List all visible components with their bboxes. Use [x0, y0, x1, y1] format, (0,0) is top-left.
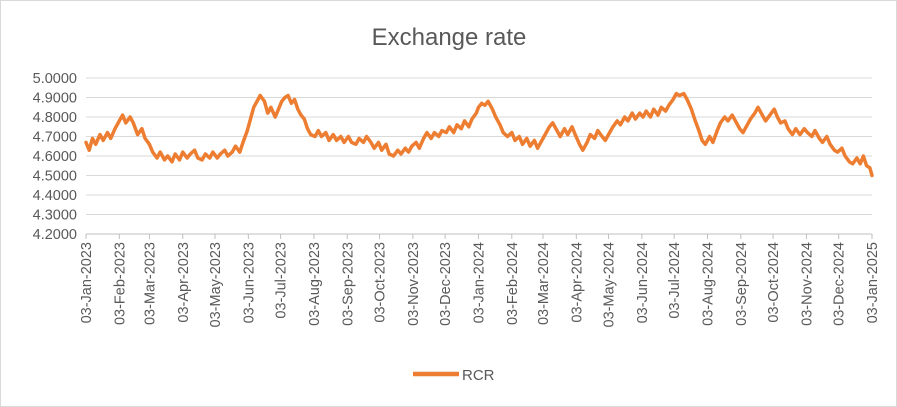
- y-axis-labels: 5.0000 4.9000 4.8000 4.7000 4.6000 4.5000 4.40…: [33, 71, 77, 243]
- y-tick-label: 5.0000: [33, 71, 77, 87]
- x-tick-label: 03-Nov-2023: [406, 242, 422, 326]
- legend-label: RCR: [462, 367, 495, 384]
- y-tick-label: 4.5000: [33, 169, 77, 185]
- x-tick-label: 03-May-2023: [208, 242, 224, 327]
- x-tick-label: 03-Aug-2023: [307, 242, 323, 326]
- x-tick-label: 03-Apr-2023: [176, 242, 192, 323]
- y-tick-label: 4.7000: [33, 130, 77, 146]
- x-tick-label: 03-Jul-2024: [667, 242, 683, 319]
- y-tick-label: 4.6000: [33, 149, 77, 165]
- x-tick-label: 03-Apr-2024: [569, 242, 585, 323]
- chart-title: Exchange rate: [372, 24, 527, 51]
- x-tick-label: 03-Mar-2024: [536, 242, 552, 325]
- x-tick-label: 03-Jan-2023: [79, 242, 95, 323]
- y-tick-label: 4.3000: [33, 208, 77, 224]
- x-tick-label: 03-Nov-2024: [799, 242, 815, 326]
- x-tick-label: 03-Feb-2023: [112, 242, 128, 325]
- x-axis-labels: 03-Jan-2023 03-Feb-2023 03-Mar-2023 03-Apr-…: [79, 242, 881, 327]
- x-tick-label: 03-Dec-2024: [832, 242, 848, 326]
- x-tick-label: 03-Sep-2023: [340, 242, 356, 326]
- x-tick-label: 03-Sep-2024: [734, 242, 750, 326]
- x-tick-label: 03-Mar-2023: [142, 242, 158, 325]
- x-tick-label: 03-Jul-2023: [274, 242, 290, 319]
- y-tick-label: 4.9000: [33, 91, 77, 107]
- y-tick-label: 4.8000: [33, 110, 77, 126]
- x-tick-label: 03-Dec-2023: [438, 242, 454, 326]
- x-tick-label: 03-Oct-2024: [766, 242, 782, 323]
- x-tick-label: 03-Feb-2024: [505, 242, 521, 325]
- x-tick-label: 03-Jun-2023: [241, 242, 257, 323]
- legend: RCR: [413, 367, 495, 384]
- x-tick-label: 03-Oct-2023: [373, 242, 389, 323]
- x-tick-label: 03-May-2024: [602, 242, 618, 327]
- x-tick-label: 03-Aug-2024: [700, 242, 716, 326]
- y-tick-label: 4.2000: [33, 227, 77, 243]
- x-axis: [85, 233, 873, 239]
- y-tick-label: 4.4000: [33, 188, 77, 204]
- rcr-series-line: [84, 91, 874, 178]
- x-tick-label: 03-Jan-2025: [865, 242, 881, 323]
- x-tick-label: 03-Jun-2024: [635, 242, 651, 323]
- x-tick-label: 03-Jan-2024: [471, 242, 487, 323]
